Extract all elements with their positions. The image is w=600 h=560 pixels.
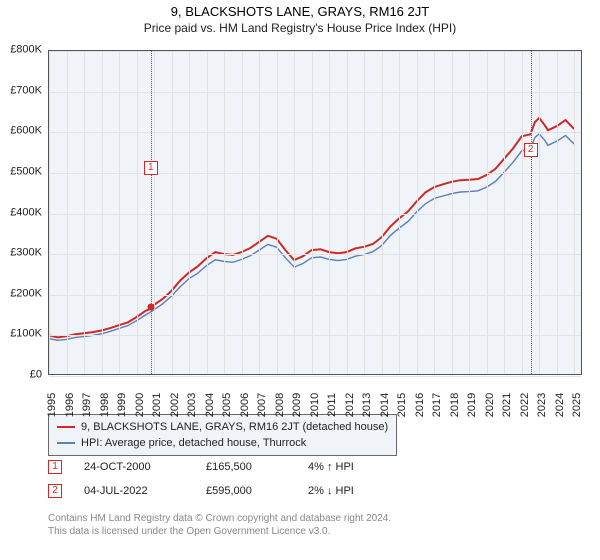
license-footer: Contains HM Land Registry data © Crown c… [48,512,391,538]
footer-line-1: Contains HM Land Registry data © Crown c… [48,512,391,525]
transaction-marker-1: 1 [48,460,62,474]
sale-marker-line [151,51,152,374]
x-tick-label: 2022 [519,393,531,417]
x-tick-label: 2009 [291,393,303,417]
transaction-date: 04-JUL-2022 [84,485,184,497]
x-tick-label: 1998 [99,393,111,417]
legend: 9, BLACKSHOTS LANE, GRAYS, RM16 2JT (det… [48,414,397,456]
y-tick-label: £800K [0,45,42,56]
x-tick-label: 2001 [151,393,163,417]
transaction-diff: 2% ↓ HPI [308,485,354,497]
y-tick-label: £600K [0,126,42,137]
sale-marker-2: 2 [524,143,538,157]
x-tick-label: 2014 [379,393,391,417]
y-tick-label: £300K [0,248,42,259]
x-tick-label: 2006 [239,393,251,417]
legend-label: HPI: Average price, detached house, Thur… [81,437,306,449]
chart-title: 9, BLACKSHOTS LANE, GRAYS, RM16 2JT [0,0,600,19]
legend-swatch [57,426,75,428]
x-tick-label: 2004 [204,393,216,417]
x-tick-label: 2008 [274,393,286,417]
y-tick-label: £0 [0,370,42,381]
y-tick-label: £500K [0,166,42,177]
x-tick-label: 1997 [81,393,93,417]
transaction-date: 24-OCT-2000 [84,461,184,473]
x-tick-label: 2023 [536,393,548,417]
x-tick-label: 2005 [221,393,233,417]
footer-line-2: This data is licensed under the Open Gov… [48,525,391,538]
x-tick-label: 2011 [326,393,338,417]
x-tick-label: 2010 [309,393,321,417]
x-tick-label: 2007 [256,393,268,417]
transaction-marker-2: 2 [48,484,62,498]
x-tick-label: 2000 [134,393,146,417]
x-tick-label: 2015 [396,393,408,417]
x-tick-label: 1995 [46,393,58,417]
transaction-price: £165,500 [206,461,286,473]
sale-marker-1: 1 [144,161,158,175]
legend-row: HPI: Average price, detached house, Thur… [57,435,388,451]
x-tick-label: 2020 [484,393,496,417]
transaction-row: 1 24-OCT-2000 £165,500 4% ↑ HPI [48,460,354,474]
plot-area: 12 [48,50,582,375]
transaction-diff: 4% ↑ HPI [308,461,354,473]
sale-dot [147,303,154,310]
x-tick-label: 2003 [186,393,198,417]
x-tick-label: 2002 [169,393,181,417]
legend-swatch [57,442,75,444]
legend-row: 9, BLACKSHOTS LANE, GRAYS, RM16 2JT (det… [57,419,388,435]
transaction-row: 2 04-JUL-2022 £595,000 2% ↓ HPI [48,484,354,498]
sale-marker-line [531,51,532,374]
legend-label: 9, BLACKSHOTS LANE, GRAYS, RM16 2JT (det… [81,421,388,433]
x-tick-label: 2012 [344,393,356,417]
chart-subtitle: Price paid vs. HM Land Registry's House … [0,19,600,41]
x-tick-label: 2024 [554,393,566,417]
x-tick-label: 2025 [571,393,583,417]
x-tick-label: 2019 [466,393,478,417]
y-tick-label: £400K [0,207,42,218]
y-tick-label: £100K [0,329,42,340]
y-tick-label: £700K [0,85,42,96]
x-tick-label: 1996 [64,393,76,417]
x-tick-label: 2021 [501,393,513,417]
transaction-price: £595,000 [206,485,286,497]
x-tick-label: 2018 [449,393,461,417]
x-tick-label: 1999 [116,393,128,417]
x-tick-label: 2013 [361,393,373,417]
y-tick-label: £200K [0,288,42,299]
x-tick-label: 2017 [431,393,443,417]
x-tick-label: 2016 [414,393,426,417]
price-chart: 9, BLACKSHOTS LANE, GRAYS, RM16 2JT Pric… [0,0,600,560]
